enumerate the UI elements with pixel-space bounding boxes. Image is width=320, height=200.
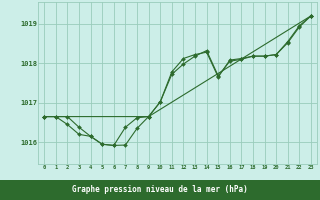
Text: Graphe pression niveau de la mer (hPa): Graphe pression niveau de la mer (hPa) bbox=[72, 186, 248, 194]
